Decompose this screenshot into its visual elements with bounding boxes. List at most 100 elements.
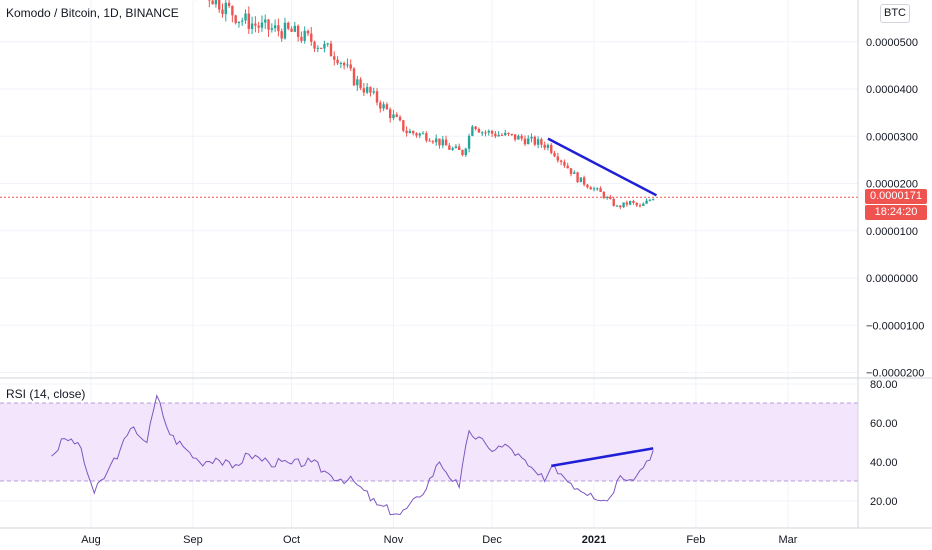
candle-body: [224, 2, 227, 15]
price-tick-label: 0.0000400: [866, 84, 918, 96]
candle-body: [553, 152, 556, 157]
candle-body: [303, 30, 306, 41]
candle-body: [530, 136, 533, 139]
candle-body: [477, 129, 481, 133]
rsi-tick-label: 60.00: [870, 418, 898, 430]
candle-body: [467, 135, 471, 149]
candle-body: [428, 140, 431, 142]
price-tick-label: 0.0000000: [866, 273, 918, 285]
candle-body: [270, 28, 274, 30]
candle-body: [211, 0, 214, 5]
price-trendline[interactable]: [547, 137, 658, 197]
candle-body: [645, 200, 648, 204]
candle-body: [283, 22, 287, 39]
candle-body: [612, 198, 615, 206]
candle-body: [388, 109, 392, 119]
candle-body: [277, 25, 280, 32]
candle-body: [494, 133, 497, 137]
candle-body: [382, 104, 385, 109]
last-price-tag: 0.0000171: [865, 189, 927, 204]
candle-body: [372, 91, 375, 93]
candle-body: [392, 114, 395, 119]
candle-body: [461, 149, 464, 156]
candle-body: [434, 138, 438, 143]
candle-body: [369, 87, 372, 93]
candle-body: [408, 131, 412, 134]
price-axis-labels[interactable]: 0.00005000.00004000.00003000.00002000.00…: [866, 37, 924, 380]
candles-layer: [195, 0, 655, 210]
candle-body: [257, 25, 260, 28]
candle-body: [293, 25, 297, 32]
candle-body: [556, 156, 560, 161]
candle-body: [431, 141, 435, 143]
candle-body: [441, 139, 444, 146]
candle-body: [615, 205, 619, 207]
candle-body: [379, 102, 382, 109]
candle-body: [385, 104, 389, 110]
candle-body: [438, 138, 441, 146]
candle-body: [208, 0, 211, 1]
candle-body: [550, 144, 553, 153]
candle-body: [635, 202, 638, 206]
price-tick-label: 0.0000100: [866, 226, 918, 238]
candle-body: [264, 19, 267, 23]
candle-body: [596, 188, 599, 190]
candle-body: [405, 130, 408, 134]
candle-body: [241, 20, 244, 22]
candle-body: [523, 138, 527, 145]
countdown-tag: 18:24:20: [865, 205, 927, 220]
price-tick-label: 0.0000500: [866, 37, 918, 49]
candle-body: [451, 148, 454, 150]
candle-body: [333, 56, 336, 60]
candle-body: [500, 134, 504, 136]
candle-body: [342, 63, 346, 66]
candle-body: [356, 79, 359, 86]
candle-body: [398, 116, 402, 121]
candle-body: [218, 0, 221, 10]
main-grid: [0, 0, 858, 378]
time-tick-label: Mar: [778, 534, 797, 546]
time-tick-label: 2021: [582, 534, 606, 546]
price-tick-label: −0.0000100: [866, 320, 924, 332]
candle-body: [527, 138, 530, 145]
candle-body: [458, 146, 461, 150]
candle-body: [566, 165, 569, 169]
candle-body: [632, 201, 635, 203]
candle-body: [362, 88, 366, 93]
time-tick-label: Dec: [482, 534, 502, 546]
candle-body: [484, 132, 487, 134]
time-tick-label: Aug: [81, 534, 101, 546]
candle-body: [415, 133, 418, 136]
candle-body: [287, 22, 290, 29]
candle-body: [316, 47, 320, 49]
candle-body: [448, 145, 451, 150]
candle-body: [546, 144, 550, 148]
candle-body: [254, 23, 257, 26]
candle-body: [260, 22, 264, 28]
candle-body: [352, 68, 356, 86]
rsi-axis-labels[interactable]: 80.00 60.00 40.00 20.00: [870, 379, 898, 508]
candle-body: [474, 126, 477, 130]
candle-body: [395, 114, 398, 117]
time-axis-labels[interactable]: Aug Sep Oct Nov Dec 2021 Feb Mar: [81, 534, 798, 546]
candle-body: [454, 146, 458, 149]
price-tick-label: 0.0000300: [866, 131, 918, 143]
candle-body: [490, 130, 494, 134]
candle-body: [336, 59, 339, 64]
candle-body: [517, 135, 520, 140]
candle-body: [638, 205, 642, 207]
candle-body: [619, 205, 622, 208]
currency-badge[interactable]: BTC: [880, 4, 910, 23]
rsi-trendline[interactable]: [551, 447, 654, 468]
candle-body: [237, 21, 241, 24]
candle-body: [231, 5, 234, 16]
candle-body: [602, 191, 606, 198]
rsi-title: RSI (14, close): [6, 387, 85, 401]
candle-body: [402, 120, 405, 131]
candle-body: [625, 202, 629, 205]
candle-body: [444, 139, 448, 146]
candle-body: [310, 33, 313, 42]
candle-body: [280, 31, 283, 39]
candle-body: [520, 135, 523, 139]
